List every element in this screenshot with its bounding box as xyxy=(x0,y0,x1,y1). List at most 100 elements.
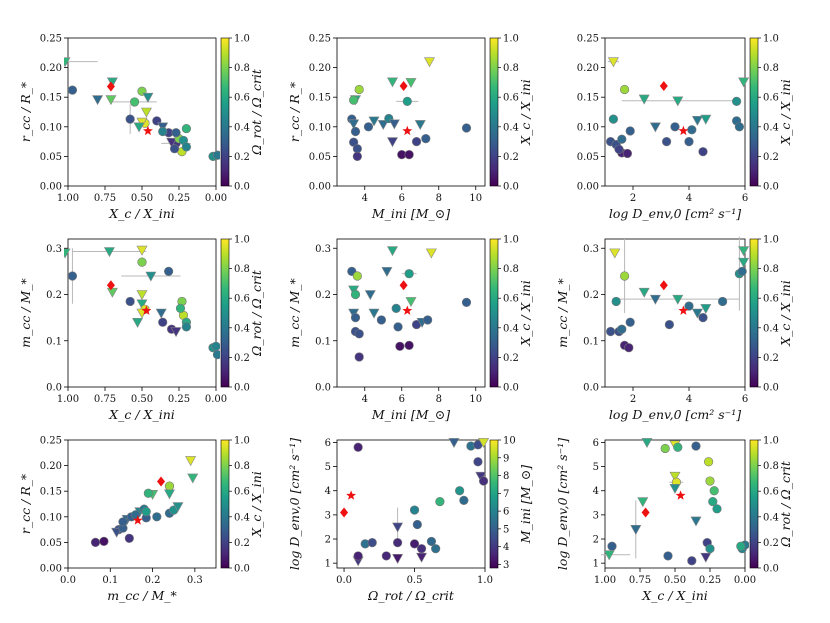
data-point-circle xyxy=(705,544,715,554)
x-tick-label: 6 xyxy=(742,394,748,405)
colorbar-tick-label: 8 xyxy=(503,471,509,482)
data-point-triangle xyxy=(105,95,117,106)
data-point-triangle xyxy=(738,257,749,268)
data-point-circle xyxy=(125,296,135,307)
data-point-triangle xyxy=(609,248,621,259)
data-point-circle xyxy=(461,123,472,133)
data-point-triangle xyxy=(700,114,712,125)
x-tick-label: 4 xyxy=(686,193,692,204)
x-axis-label: M_ini [M_⊙] xyxy=(371,206,450,221)
x-axis-label: log D_env,0 [cm² s⁻¹] xyxy=(609,407,741,422)
x-axis-label: log D_env,0 [cm² s⁻¹] xyxy=(609,206,741,221)
x-tick-label: 1.00 xyxy=(594,575,616,586)
y-tick-label: 6 xyxy=(325,438,331,449)
data-point-circle xyxy=(169,144,180,154)
y-tick-label: 5 xyxy=(325,462,331,473)
data-point-triangle xyxy=(92,95,104,106)
x-tick-label: 1.00 xyxy=(57,193,79,204)
y-tick-label: 0.10 xyxy=(40,512,62,523)
colorbar-tick-label: 6 xyxy=(503,507,509,518)
data-point-circle xyxy=(423,315,433,325)
data-point-circle xyxy=(181,322,191,332)
x-tick-label: 10 xyxy=(469,394,482,405)
y-tick-label: 0.1 xyxy=(583,336,599,347)
data-point-circle xyxy=(393,322,403,332)
colorbar-tick-label: 0.0 xyxy=(234,564,250,575)
data-point-circle xyxy=(393,538,403,548)
data-point-circle xyxy=(703,457,714,467)
x-tick-label: 0.0 xyxy=(60,575,76,586)
panel-p31: 0.0 0.1 0.2 0.3 0.00 0.05 0.10 0.15 0.20 0.25 m_cc… xyxy=(18,436,264,604)
y-tick-label: 3 xyxy=(325,510,331,521)
y-tick-label: 6 xyxy=(593,438,599,449)
data-point-triangle xyxy=(388,119,400,130)
colorbar-tick-label: 0.6 xyxy=(763,93,779,104)
colorbar-tick-label: 1.0 xyxy=(234,235,250,246)
y-tick-label: 0.2 xyxy=(583,290,599,301)
y-tick-label: 0.0 xyxy=(583,383,599,394)
y-tick-label: 0.2 xyxy=(46,290,62,301)
data-point-circle xyxy=(158,317,168,327)
data-point-circle xyxy=(426,536,437,547)
data-point-circle xyxy=(349,95,359,105)
data-point-circle xyxy=(363,122,374,132)
y-tick-label: 0.0 xyxy=(46,383,62,394)
data-point-circle xyxy=(411,137,422,147)
colorbar-tick-label: 0.8 xyxy=(234,63,250,74)
data-point-circle xyxy=(381,551,391,561)
panel-p22: 4 6 8 10 0.0 0.1 0.2 0.3 M_ini [M_⊙] m_cc / M_* 0.… xyxy=(287,235,533,423)
y-tick-label: 1 xyxy=(325,559,331,570)
y-tick-label: 5 xyxy=(593,462,599,473)
colorbar-tick-label: 1.0 xyxy=(234,436,250,447)
panel-p21: 1.00 0.75 0.50 0.25 0.00 0.0 0.1 0.2 0.3 X_c / X_… xyxy=(18,235,264,423)
colorbar-label: X_c / X_ini xyxy=(249,471,264,538)
data-point-triangle xyxy=(386,246,399,257)
data-point-circle xyxy=(350,126,361,137)
y-tick-label: 1 xyxy=(593,559,599,570)
data-point-circle xyxy=(663,551,673,561)
data-point-circle xyxy=(409,539,420,549)
data-point-triangle xyxy=(649,294,661,305)
data-point-circle xyxy=(664,319,675,330)
colorbar-tick-label: 0.2 xyxy=(234,538,250,549)
x-axis-label: X_c / X_ini xyxy=(641,588,708,603)
data-point-circle xyxy=(211,341,220,351)
colorbar-tick-label: 0.8 xyxy=(763,63,779,74)
x-axis-label: Ω_rot / Ω_crit xyxy=(367,588,455,603)
data-point-circle xyxy=(367,538,377,548)
data-point-circle xyxy=(435,496,445,507)
data-point-circle xyxy=(350,313,361,323)
data-point-triangle xyxy=(187,473,199,484)
reference-diamond-marker xyxy=(399,280,408,291)
data-point-triangle xyxy=(155,308,167,319)
y-tick-label: 0.15 xyxy=(40,93,62,104)
y-tick-label: 0.00 xyxy=(309,182,331,193)
colorbar xyxy=(220,238,230,388)
data-point-circle xyxy=(164,266,174,276)
data-point-triangle xyxy=(386,137,399,148)
data-point-circle xyxy=(352,271,362,281)
colorbar-tick-label: 0.6 xyxy=(503,294,519,305)
reference-diamond-marker xyxy=(340,507,349,518)
x-tick-label: 0.75 xyxy=(629,575,651,586)
x-tick-label: 0.50 xyxy=(131,193,153,204)
y-axis-label: log D_env,0 [cm² s⁻¹] xyxy=(555,438,570,570)
colorbar-tick-label: 1.0 xyxy=(234,34,250,45)
data-point-circle xyxy=(391,303,401,313)
data-point-circle xyxy=(698,313,708,323)
x-tick-label: 8 xyxy=(436,394,442,405)
data-point-triangle xyxy=(637,497,649,508)
data-point-circle xyxy=(661,137,672,147)
colorbar xyxy=(749,439,759,569)
data-point-circle xyxy=(461,297,472,307)
y-tick-label: 2 xyxy=(325,535,331,546)
colorbar-tick-label: 1.0 xyxy=(763,34,779,45)
colorbar-tick-label: 0.4 xyxy=(763,122,779,133)
colorbar-tick-label: 5 xyxy=(503,524,509,535)
y-tick-label: 0.20 xyxy=(40,63,62,74)
data-point-triangle xyxy=(64,57,71,68)
y-axis-label: m_cc / M_* xyxy=(287,277,302,347)
data-point-triangle xyxy=(700,304,712,314)
colorbar-label: X_c / X_ini xyxy=(778,280,793,347)
reference-star-marker xyxy=(132,515,143,525)
